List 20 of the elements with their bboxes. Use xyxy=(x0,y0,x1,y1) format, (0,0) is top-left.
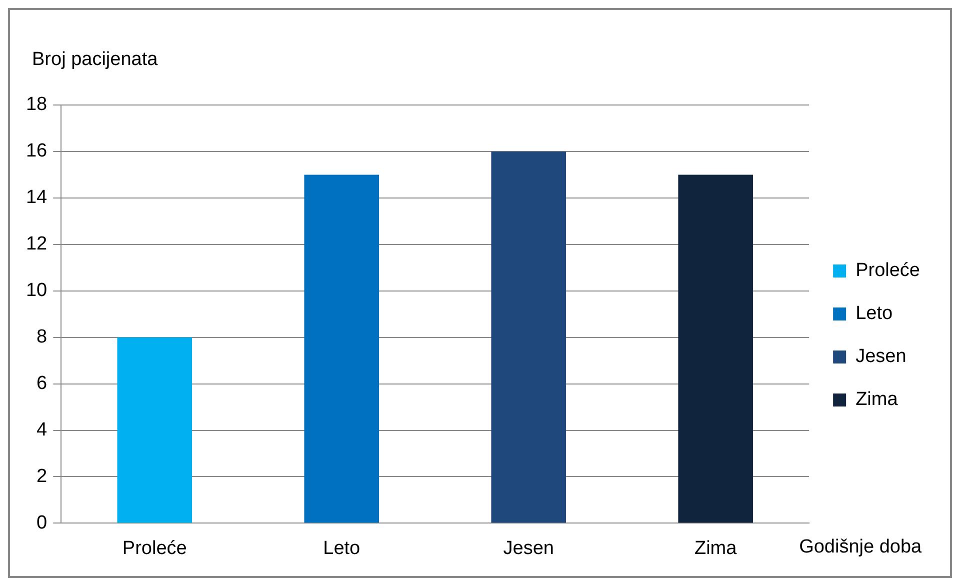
legend-label: Jesen xyxy=(856,346,906,368)
x-axis-title: Godišnje doba xyxy=(799,536,922,558)
x-tick-label: Leto xyxy=(323,538,360,559)
y-tick-label: 12 xyxy=(26,234,48,255)
y-tick-label: 8 xyxy=(36,326,48,348)
x-tick-label: Proleće xyxy=(122,538,187,559)
y-tick-label: 16 xyxy=(26,140,48,162)
x-tick-label: Zima xyxy=(694,538,738,559)
x-tick-label: Jesen xyxy=(503,538,554,559)
y-tick-label: 14 xyxy=(26,187,48,208)
y-tick-label: 18 xyxy=(26,94,48,116)
y-axis-title: Broj pacijenata xyxy=(32,49,158,70)
y-tick-label: 10 xyxy=(26,280,48,302)
y-tick-label: 2 xyxy=(36,466,48,487)
legend-label: Proleće xyxy=(856,260,920,282)
y-tick-label: 0 xyxy=(36,512,48,534)
legend-label: Zima xyxy=(856,389,898,410)
legend-label: Leto xyxy=(856,303,893,324)
y-tick-label: 4 xyxy=(36,420,48,440)
y-tick-label: 6 xyxy=(36,373,48,394)
